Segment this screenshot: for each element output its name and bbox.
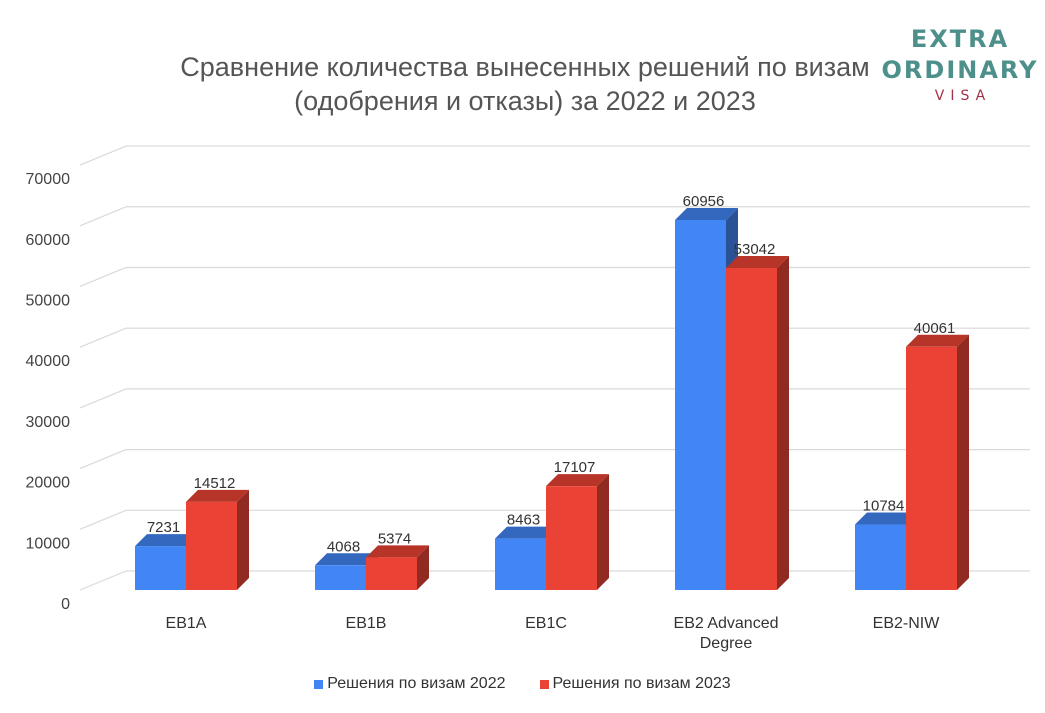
legend-label-2022: Решения по визам 2022	[327, 675, 506, 692]
data-label: 7231	[147, 519, 180, 536]
data-label: 53042	[734, 241, 776, 258]
data-label: 60956	[683, 193, 725, 210]
bar	[546, 486, 597, 590]
y-tick-label: 30000	[26, 414, 71, 431]
x-tick-label: EB2-NIW	[873, 615, 941, 632]
x-tick-label: EB1A	[166, 615, 207, 632]
chart-title-line-1: Сравнение количества вынесенных решений …	[180, 52, 870, 82]
bar-side	[597, 474, 609, 590]
y-tick-label: 50000	[26, 292, 71, 309]
y-tick-label: 20000	[26, 475, 71, 492]
data-label: 14512	[194, 475, 236, 492]
legend-label-2023: Решения по визам 2023	[552, 675, 731, 692]
x-tick-label: EB1B	[346, 615, 387, 632]
data-label: 17107	[554, 459, 596, 476]
gridline-diag	[79, 388, 127, 409]
gridline-diag	[79, 206, 127, 227]
bar-top	[315, 553, 378, 566]
data-label: 40061	[914, 320, 956, 337]
bar-top	[855, 512, 918, 525]
bar	[366, 557, 417, 590]
gridline-diag	[79, 145, 127, 166]
bar	[906, 346, 957, 590]
bar-top	[495, 526, 558, 539]
gridline-diag	[79, 266, 127, 288]
bar-top	[135, 534, 198, 547]
chart-title-line-2: (одобрения и отказы) за 2022 и 2023	[294, 86, 756, 116]
bar-top	[366, 545, 429, 558]
logo-line-extra: EXTRA	[910, 25, 1010, 53]
y-tick-label: 60000	[26, 232, 71, 249]
y-tick-label: 40000	[26, 353, 71, 370]
data-label: 4068	[327, 538, 360, 555]
bar	[186, 501, 237, 590]
legend-item-2022: Решения по визам 2022	[314, 675, 506, 693]
logo-line-visa: VISA	[934, 88, 992, 104]
bar-side	[417, 545, 429, 590]
bar	[315, 565, 366, 590]
legend-swatch-2022	[314, 679, 324, 689]
y-tick-label: 10000	[26, 535, 71, 552]
chart-legend: Решения по визам 2022 Решения по визам 2…	[0, 675, 1045, 693]
bar-side	[777, 256, 789, 590]
x-tick-label: EB2 Advanced	[674, 615, 779, 632]
bar-top	[186, 489, 249, 502]
bar	[675, 219, 726, 590]
legend-swatch-2023	[539, 679, 549, 689]
gridline-diag	[79, 449, 127, 470]
y-tick-label: 0	[61, 596, 70, 613]
bar	[855, 524, 906, 590]
chart-title: Сравнение количества вынесенных решений …	[95, 50, 955, 118]
bar	[135, 546, 186, 590]
brand-logo: EXTRA ORDINARY VISA	[880, 20, 1040, 106]
bar	[495, 538, 546, 590]
data-label: 5374	[378, 530, 411, 547]
bar-top	[675, 207, 738, 220]
bar-top	[546, 474, 609, 487]
bar-top	[906, 334, 969, 347]
legend-item-2023: Решения по визам 2023	[539, 675, 731, 693]
gridline-diag	[79, 509, 127, 530]
bar-side	[237, 489, 249, 590]
bar	[726, 268, 777, 590]
data-label: 8463	[507, 512, 540, 529]
y-tick-label: 70000	[26, 171, 71, 188]
bar-top	[726, 256, 789, 269]
gridline-diag	[79, 327, 127, 348]
gridline-diag	[79, 570, 127, 591]
data-label: 10784	[863, 498, 905, 515]
logo-line-ordinary: ORDINARY	[881, 56, 1039, 84]
x-tick-label: Degree	[700, 635, 753, 652]
x-tick-label: EB1C	[525, 615, 567, 632]
bar-side	[957, 334, 969, 590]
